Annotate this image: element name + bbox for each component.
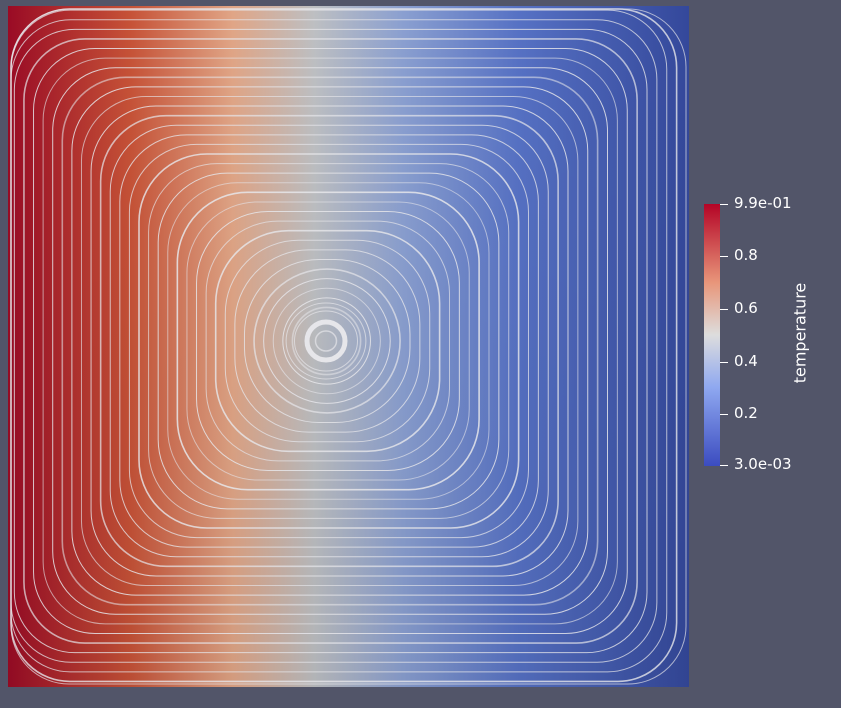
streamline xyxy=(282,297,371,385)
vortex-core-ring xyxy=(304,319,348,363)
colorbar-gradient xyxy=(704,204,720,466)
colorbar-tick-label-0-4: 0.4 xyxy=(734,352,758,370)
streamline xyxy=(167,182,490,500)
colorbar-title: temperature xyxy=(790,282,810,384)
streamline xyxy=(52,67,608,615)
streamline xyxy=(13,28,648,654)
streamline xyxy=(90,105,569,577)
streamline xyxy=(291,306,362,376)
streamline xyxy=(196,211,460,471)
streamline xyxy=(205,220,450,462)
streamline xyxy=(138,153,520,529)
streamline xyxy=(80,95,579,587)
colorbar-min-label: 3.0e-03 xyxy=(734,455,792,473)
streamline xyxy=(33,48,628,634)
streamline xyxy=(186,201,470,481)
streamline xyxy=(148,163,510,519)
colorbar-tick-min xyxy=(720,465,728,466)
streamline xyxy=(272,287,381,395)
streamline xyxy=(128,143,529,539)
streamline xyxy=(99,114,559,568)
streamline xyxy=(176,191,480,491)
streamline xyxy=(253,268,401,414)
streamline xyxy=(263,278,391,404)
colorbar-tick-0-6 xyxy=(720,309,728,310)
colorbar-tick-label-0-6: 0.6 xyxy=(734,299,758,317)
streamline xyxy=(23,38,638,644)
streamline-core-loop xyxy=(314,330,338,352)
streamline xyxy=(214,229,441,453)
streamline-core-loop xyxy=(285,302,367,380)
field-shading xyxy=(8,6,689,687)
streamline xyxy=(10,8,687,685)
streamline xyxy=(224,239,431,443)
colorbar-tick-0-4 xyxy=(720,362,728,363)
streamline xyxy=(71,86,589,596)
streamline xyxy=(243,258,411,424)
streamline xyxy=(119,134,539,548)
streamline xyxy=(42,57,618,625)
streamline xyxy=(234,249,421,433)
streamline xyxy=(61,76,599,606)
colorbar-tick-0-2 xyxy=(720,414,728,415)
temperature-field-with-streamlines[interactable] xyxy=(8,6,689,687)
colorbar-tick-label-0-8: 0.8 xyxy=(734,246,758,264)
streamline xyxy=(109,124,549,558)
colorbar-tick-max xyxy=(720,204,728,205)
colorbar-max-label: 9.9e-01 xyxy=(734,194,792,212)
streamline-core-loop xyxy=(294,310,358,372)
colorbar-tick-0-8 xyxy=(720,256,728,257)
colorbar-tick-label-0-2: 0.2 xyxy=(734,404,758,422)
streamline xyxy=(157,172,500,510)
streamlines-group xyxy=(10,8,687,685)
